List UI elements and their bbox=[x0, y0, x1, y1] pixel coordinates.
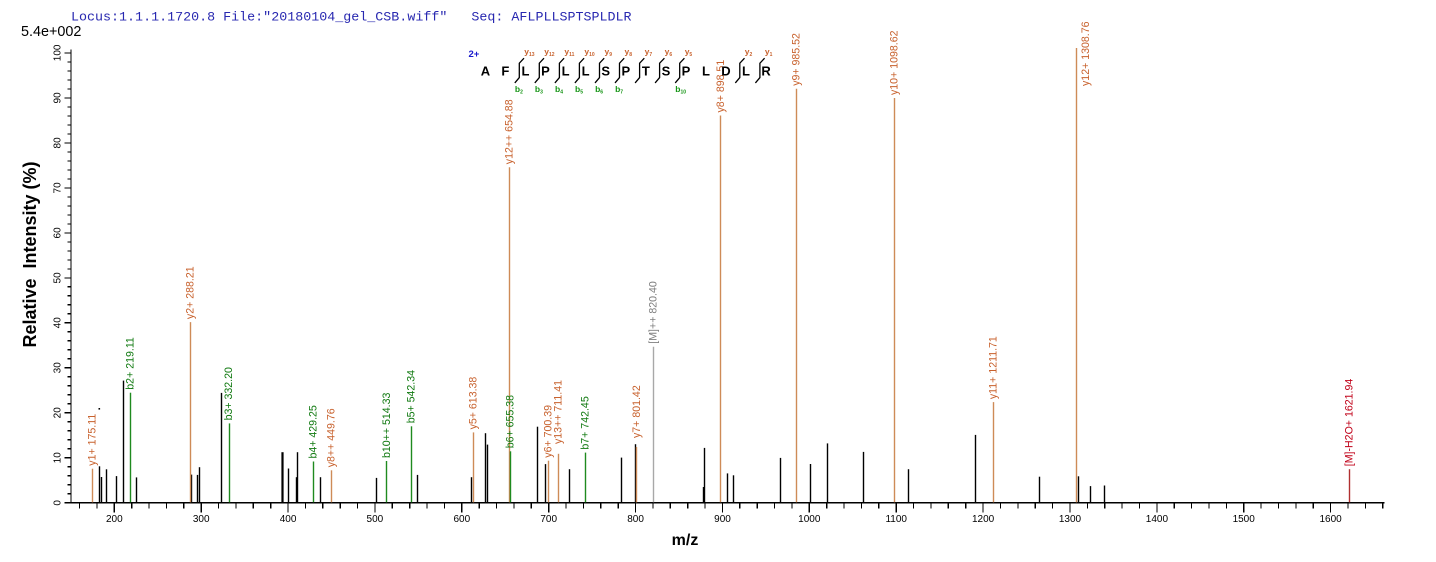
svg-text:y6+ 700.39: y6+ 700.39 bbox=[543, 405, 555, 458]
svg-text:100: 100 bbox=[53, 44, 64, 61]
svg-text:70: 70 bbox=[53, 182, 64, 194]
svg-text:60: 60 bbox=[53, 227, 64, 239]
svg-text:y10: y10 bbox=[584, 47, 595, 58]
svg-text:b7+ 742.45: b7+ 742.45 bbox=[580, 396, 592, 449]
svg-text:50: 50 bbox=[53, 272, 64, 284]
svg-text:1600: 1600 bbox=[1319, 514, 1342, 525]
svg-text:L: L bbox=[742, 63, 750, 78]
svg-text:L: L bbox=[702, 63, 710, 78]
svg-text:y11: y11 bbox=[564, 47, 574, 58]
svg-text:600: 600 bbox=[453, 514, 470, 525]
svg-text:Relative Intensity (%): Relative Intensity (%) bbox=[20, 161, 40, 347]
svg-text:b6+ 655.38: b6+ 655.38 bbox=[505, 395, 517, 448]
svg-text:1100: 1100 bbox=[885, 514, 907, 525]
svg-text:b10: b10 bbox=[675, 84, 686, 95]
svg-text:R: R bbox=[761, 63, 771, 78]
svg-text:y9: y9 bbox=[605, 47, 613, 58]
svg-text:y12++ 654.88: y12++ 654.88 bbox=[503, 99, 515, 164]
svg-text:1500: 1500 bbox=[1233, 514, 1256, 525]
svg-text:1400: 1400 bbox=[1146, 514, 1169, 525]
svg-text:20: 20 bbox=[53, 407, 64, 419]
svg-text:y7: y7 bbox=[645, 47, 653, 58]
svg-text:Locus:1.1.1.1720.8 File:"20180: Locus:1.1.1.1720.8 File:"20180104_gel_CS… bbox=[71, 10, 632, 25]
svg-text:y7+ 801.42: y7+ 801.42 bbox=[631, 385, 643, 438]
svg-text:90: 90 bbox=[53, 92, 64, 104]
svg-text:[M]-H2O+ 1621.94: [M]-H2O+ 1621.94 bbox=[1343, 379, 1355, 467]
svg-text:800: 800 bbox=[627, 514, 644, 525]
svg-text:P: P bbox=[541, 63, 550, 78]
svg-text:A: A bbox=[481, 63, 491, 78]
svg-text:80: 80 bbox=[53, 137, 64, 149]
svg-text:y2+ 288.21: y2+ 288.21 bbox=[185, 266, 197, 319]
svg-text:b2+ 219.11: b2+ 219.11 bbox=[125, 337, 137, 390]
svg-text:y2: y2 bbox=[745, 47, 753, 58]
svg-text:5.4e+002: 5.4e+002 bbox=[21, 24, 81, 40]
svg-text:b4: b4 bbox=[555, 84, 563, 95]
svg-text:[M]++ 820.40: [M]++ 820.40 bbox=[648, 281, 660, 344]
svg-text:0: 0 bbox=[53, 500, 64, 506]
svg-text:y11+ 1211.71: y11+ 1211.71 bbox=[987, 336, 999, 399]
svg-text:y13++ 711.41: y13++ 711.41 bbox=[552, 380, 564, 444]
svg-text:b4+ 429.25: b4+ 429.25 bbox=[307, 405, 319, 458]
svg-text:y13: y13 bbox=[524, 47, 535, 58]
svg-text:1300: 1300 bbox=[1059, 514, 1082, 525]
svg-text:b2: b2 bbox=[515, 84, 523, 95]
svg-text:y5+ 613.38: y5+ 613.38 bbox=[467, 377, 479, 430]
svg-text:y6: y6 bbox=[665, 47, 673, 58]
svg-text:y12: y12 bbox=[544, 47, 555, 58]
svg-text:40: 40 bbox=[53, 317, 64, 329]
svg-text:b6: b6 bbox=[595, 84, 603, 95]
svg-text:m/z: m/z bbox=[672, 532, 699, 549]
svg-text:y8: y8 bbox=[625, 47, 633, 58]
svg-text:T: T bbox=[642, 63, 650, 78]
svg-text:y1: y1 bbox=[765, 47, 773, 58]
svg-text:y8++ 449.76: y8++ 449.76 bbox=[325, 408, 337, 467]
svg-text:b5+ 542.34: b5+ 542.34 bbox=[406, 370, 418, 423]
svg-text:S: S bbox=[662, 63, 671, 78]
svg-text:300: 300 bbox=[193, 514, 210, 525]
svg-text:F: F bbox=[501, 63, 509, 78]
svg-text:1000: 1000 bbox=[798, 514, 821, 525]
svg-text:b10++ 514.33: b10++ 514.33 bbox=[381, 392, 393, 458]
svg-text:y8+ 898.51: y8+ 898.51 bbox=[715, 60, 727, 113]
svg-text:500: 500 bbox=[367, 514, 384, 525]
svg-text:b3: b3 bbox=[535, 84, 543, 95]
svg-text:b7: b7 bbox=[615, 84, 623, 95]
svg-text:y9+ 985.52: y9+ 985.52 bbox=[791, 33, 803, 86]
svg-text:P: P bbox=[682, 63, 691, 78]
svg-text:10: 10 bbox=[53, 452, 64, 464]
svg-text:S: S bbox=[601, 63, 610, 78]
svg-text:P: P bbox=[621, 63, 630, 78]
svg-text:400: 400 bbox=[280, 514, 297, 525]
svg-text:L: L bbox=[522, 63, 530, 78]
svg-text:L: L bbox=[562, 63, 570, 78]
svg-text:D: D bbox=[721, 63, 730, 78]
svg-text:b3+ 332.20: b3+ 332.20 bbox=[223, 367, 235, 420]
svg-text:b5: b5 bbox=[575, 84, 583, 95]
svg-text:L: L bbox=[582, 63, 590, 78]
svg-text:200: 200 bbox=[106, 514, 123, 525]
svg-text:y12+ 1308.76: y12+ 1308.76 bbox=[1080, 21, 1092, 86]
svg-text:y10+ 1098.62: y10+ 1098.62 bbox=[888, 30, 900, 95]
svg-text:y5: y5 bbox=[685, 47, 693, 58]
svg-text:2+: 2+ bbox=[469, 49, 480, 60]
svg-text:900: 900 bbox=[714, 514, 731, 525]
svg-text:1200: 1200 bbox=[972, 514, 995, 525]
svg-text:y1+ 175.11: y1+ 175.11 bbox=[87, 414, 99, 466]
svg-text:30: 30 bbox=[53, 362, 64, 374]
svg-text:700: 700 bbox=[540, 514, 557, 525]
